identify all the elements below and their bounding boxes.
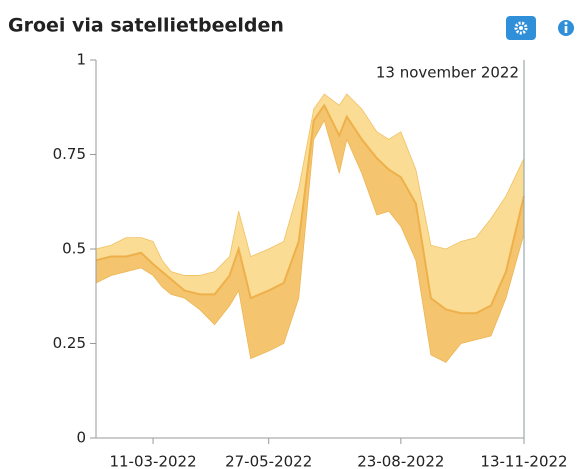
y-tick-label: 0 [76, 429, 86, 447]
x-tick-label: 11-03-2022 [109, 453, 196, 469]
info-stem[interactable] [564, 26, 568, 33]
annotation-label: 13 november 2022 [376, 64, 519, 82]
x-tick-label: 13-11-2022 [480, 453, 567, 469]
info-button[interactable] [558, 20, 574, 36]
y-tick-label: 0.25 [53, 334, 86, 352]
y-tick-label: 0.75 [53, 145, 86, 163]
info-dot[interactable] [564, 21, 568, 25]
y-tick-label: 0.5 [62, 240, 86, 258]
settings-button[interactable] [506, 16, 536, 40]
gear-center[interactable] [519, 26, 523, 30]
chart-title: Groei via satellietbeelden [8, 15, 284, 37]
x-tick-label: 23-08-2022 [357, 453, 444, 469]
x-tick-label: 27-05-2022 [225, 453, 312, 469]
median-line [95, 103, 525, 315]
gear-icon[interactable] [514, 21, 528, 35]
y-tick-label: 1 [76, 51, 86, 69]
